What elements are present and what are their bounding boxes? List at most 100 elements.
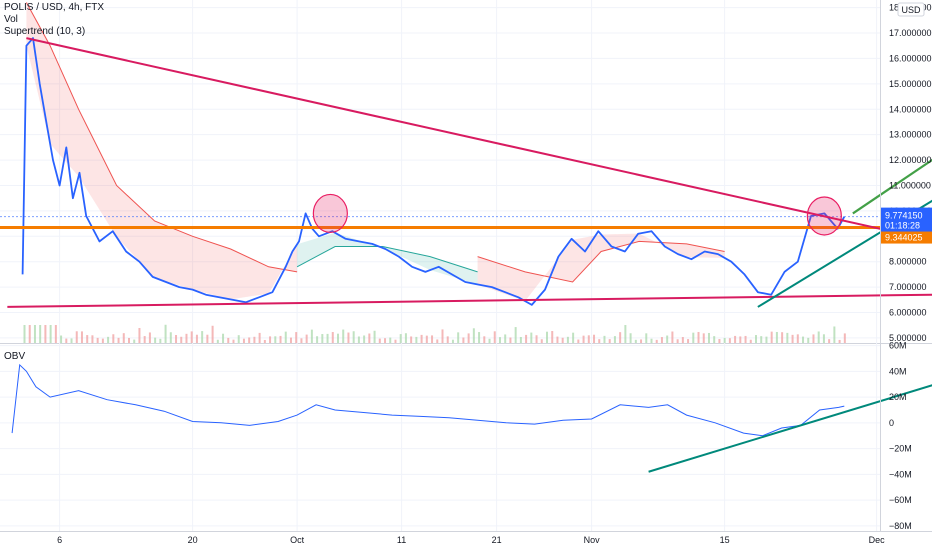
volume-bar bbox=[619, 332, 622, 343]
volume-bar bbox=[728, 338, 731, 343]
volume-bar bbox=[546, 331, 548, 343]
volume-bar bbox=[237, 335, 240, 343]
volume-bar bbox=[342, 329, 345, 343]
volume-bar bbox=[755, 335, 757, 343]
volume-bar bbox=[148, 332, 151, 343]
volume-bar bbox=[378, 338, 381, 343]
price-tick-label: 15.000000 bbox=[889, 79, 932, 89]
volume-bar bbox=[269, 336, 272, 343]
volume-bar bbox=[352, 331, 355, 343]
symbol-title[interactable]: POLIS / USD, 4h, FTX bbox=[4, 2, 105, 13]
volume-bar bbox=[478, 332, 481, 343]
time-tick-label: 6 bbox=[57, 535, 62, 545]
volume-bar bbox=[760, 336, 763, 343]
volume-bar bbox=[389, 337, 392, 343]
obv-tick-label: 0 bbox=[889, 418, 894, 428]
volume-bar bbox=[817, 331, 820, 343]
volume-bar bbox=[201, 331, 204, 343]
level-price-tag bbox=[881, 231, 932, 244]
obv-drawings bbox=[648, 384, 932, 473]
volume-bar bbox=[222, 333, 225, 343]
time-tick-label: 20 bbox=[188, 535, 198, 545]
obv-trend-line bbox=[648, 384, 932, 473]
price-plot-area bbox=[0, 0, 880, 343]
volume-bar bbox=[49, 325, 52, 343]
current-price-value: 9.774150 bbox=[885, 211, 923, 221]
volume-bar bbox=[185, 333, 188, 343]
volume-bar bbox=[33, 325, 36, 343]
volume-bar bbox=[195, 334, 198, 343]
projection-arrow bbox=[852, 158, 932, 215]
volume-bar bbox=[101, 338, 104, 343]
volume-bar bbox=[399, 334, 402, 343]
price-tick-label: 17.000000 bbox=[889, 28, 932, 38]
volume-bar bbox=[415, 336, 418, 343]
volume-histogram bbox=[23, 324, 846, 343]
price-tick-label: 6.000000 bbox=[889, 308, 927, 318]
volume-bar bbox=[681, 337, 684, 343]
time-tick-label: Oct bbox=[290, 535, 305, 545]
volume-bar bbox=[833, 326, 836, 343]
volume-bar bbox=[164, 324, 167, 343]
volume-bar bbox=[509, 337, 512, 343]
time-tick-label: Dec bbox=[869, 535, 886, 545]
volume-bar bbox=[23, 325, 26, 343]
obv-tick-label: −20M bbox=[889, 444, 912, 454]
volume-bar bbox=[431, 335, 434, 343]
volume-bar bbox=[175, 335, 178, 343]
volume-bar bbox=[734, 335, 737, 343]
supertrend-fill bbox=[26, 2, 298, 300]
volume-bar bbox=[122, 333, 125, 343]
volume-bar bbox=[274, 336, 277, 343]
time-axis[interactable]: 620Oct1121Nov15Dec13202217Feb bbox=[57, 535, 932, 545]
volume-bar bbox=[472, 328, 475, 343]
currency-button[interactable]: USD bbox=[897, 2, 925, 17]
obv-indicator-label[interactable]: OBV bbox=[4, 351, 26, 362]
volume-indicator-label[interactable]: Vol bbox=[4, 14, 18, 25]
supertrend-line bbox=[25, 2, 298, 273]
volume-bar bbox=[446, 336, 449, 343]
volume-bar bbox=[566, 336, 569, 343]
volume-bar bbox=[467, 333, 470, 343]
volume-bar bbox=[504, 334, 507, 343]
volume-bar bbox=[822, 334, 825, 343]
supertrend-indicator-label[interactable]: Supertrend (10, 3) bbox=[4, 26, 86, 37]
triangle-bottom-line bbox=[7, 293, 932, 308]
volume-bar bbox=[357, 336, 360, 343]
volume-bar bbox=[598, 339, 601, 343]
volume-bar bbox=[540, 339, 543, 343]
volume-bar bbox=[169, 332, 172, 343]
volume-bar bbox=[462, 337, 465, 343]
supertrend-fill bbox=[477, 233, 725, 302]
volume-bar bbox=[692, 332, 695, 343]
volume-bar bbox=[660, 337, 663, 343]
volume-bar bbox=[425, 335, 428, 343]
volume-bar bbox=[519, 336, 522, 343]
volume-bar bbox=[781, 332, 784, 343]
volume-bar bbox=[279, 335, 282, 343]
volume-bar bbox=[707, 332, 710, 343]
volume-bar bbox=[295, 332, 298, 343]
obv-axis[interactable]: 60M 40M 20M 0 −20M −40M −60M −80M bbox=[889, 341, 912, 531]
supertrend-line bbox=[296, 246, 478, 273]
time-tick-label: Nov bbox=[584, 535, 601, 545]
volume-bar bbox=[749, 339, 752, 343]
volume-bar bbox=[394, 339, 397, 343]
volume-bar bbox=[368, 333, 371, 343]
volume-bar bbox=[645, 333, 648, 343]
volume-bar bbox=[603, 335, 606, 343]
volume-bar bbox=[451, 339, 454, 343]
volume-bar bbox=[828, 339, 831, 343]
supertrend-bands bbox=[25, 2, 725, 302]
volume-bar bbox=[373, 330, 376, 343]
volume-bar bbox=[404, 333, 407, 343]
highlight-circle bbox=[806, 196, 842, 236]
price-axis[interactable]: 5.0000006.0000007.0000008.0000009.000000… bbox=[889, 3, 932, 343]
volume-bar bbox=[128, 337, 130, 343]
volume-bar bbox=[216, 339, 219, 343]
drawings bbox=[0, 37, 932, 308]
volume-bar bbox=[551, 331, 554, 343]
volume-bar bbox=[138, 328, 141, 343]
volume-bar bbox=[577, 339, 580, 343]
volume-bar bbox=[514, 327, 517, 343]
